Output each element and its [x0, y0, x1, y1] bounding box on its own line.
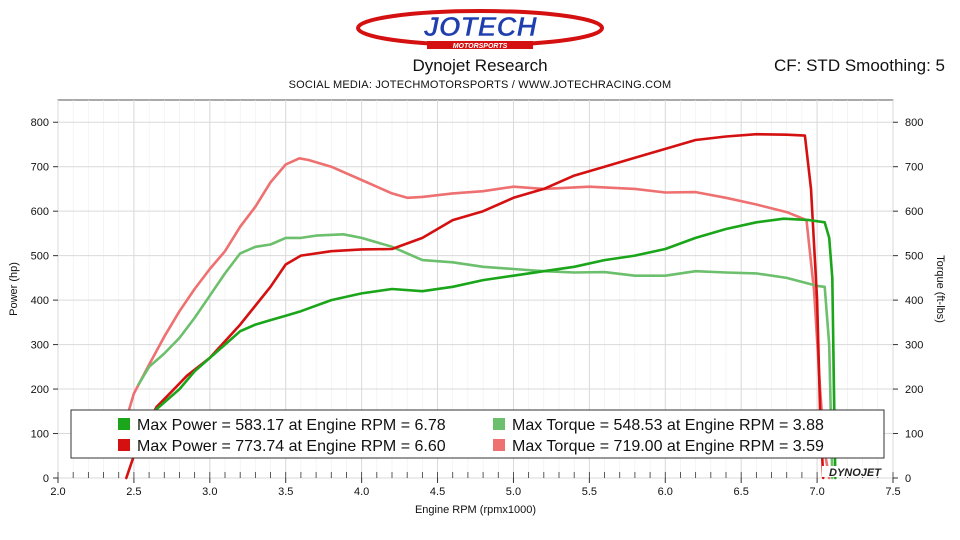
y-left-tick-label: 500 [31, 251, 49, 263]
y-left-tick-label: 700 [31, 162, 49, 174]
y-left-tick-label: 800 [31, 117, 49, 129]
y-left-axis-title: Power (hp) [8, 262, 20, 316]
y-right-tick-label: 200 [905, 384, 923, 396]
legend-entry: Max Power = 583.17 at Engine RPM = 6.78 [137, 417, 446, 434]
y-right-tick-label: 400 [905, 295, 923, 307]
x-tick-label: 2.5 [126, 486, 141, 498]
x-tick-label: 2.0 [50, 486, 65, 498]
y-right-tick-label: 800 [905, 117, 923, 129]
x-tick-label: 4.0 [354, 486, 369, 498]
logo-brand-text: JOTECH [423, 11, 537, 42]
legend-entry: Max Torque = 719.00 at Engine RPM = 3.59 [512, 438, 824, 455]
legend-swatch-green_torque [493, 418, 505, 430]
x-tick-label: 6.0 [658, 486, 673, 498]
legend-box [70, 409, 885, 459]
x-tick-label: 4.5 [430, 486, 445, 498]
y-right-tick-label: 700 [905, 162, 923, 174]
x-tick-label: 5.0 [506, 486, 521, 498]
legend-entry: Max Power = 773.74 at Engine RPM = 6.60 [137, 438, 446, 455]
legend-entry: Max Torque = 548.53 at Engine RPM = 3.88 [512, 417, 824, 434]
settings-label: CF: STD Smoothing: 5 [773, 56, 945, 75]
jotech-logo: JOTECH MOTORSPORTS [356, 9, 604, 50]
x-tick-label: 7.0 [809, 486, 824, 498]
series-line-red_torque [122, 157, 831, 480]
x-tick-label: 5.5 [582, 486, 597, 498]
y-left-tick-label: 200 [31, 384, 49, 396]
legend-swatch-green_power [118, 418, 130, 430]
y-left-tick-label: 300 [31, 340, 49, 352]
chart-title: Dynojet Research [412, 56, 548, 75]
y-right-tick-label: 500 [905, 251, 923, 263]
y-right-axis-title: Torque (ft-lbs) [934, 255, 946, 323]
legend-swatch-red_torque [493, 439, 505, 451]
x-tick-label: 7.5 [885, 486, 900, 498]
x-tick-label: 3.0 [202, 486, 217, 498]
y-left-tick-label: 600 [31, 206, 49, 218]
x-tick-label: 6.5 [734, 486, 749, 498]
social-line: SOCIAL MEDIA: JOTECHMOTORSPORTS / WWW.JO… [288, 79, 672, 91]
y-right-tick-label: 600 [905, 206, 923, 218]
legend-swatch-red_power [118, 439, 130, 451]
y-right-tick-label: 100 [905, 429, 923, 441]
y-right-tick-label: 300 [905, 340, 923, 352]
series-line-green_power [147, 217, 837, 480]
x-tick-label: 3.5 [278, 486, 293, 498]
y-right-tick-label: 0 [905, 473, 911, 485]
logo-sub-text: MOTORSPORTS [453, 43, 508, 50]
y-left-tick-label: 400 [31, 295, 49, 307]
y-left-tick-label: 0 [43, 473, 49, 485]
dynojet-watermark: DYNOJET [829, 467, 882, 479]
watermark-bg [822, 466, 889, 477]
y-left-tick-label: 100 [31, 429, 49, 441]
x-axis-title: Engine RPM (rpmx1000) [415, 504, 536, 516]
series-line-green_torque [137, 233, 834, 480]
